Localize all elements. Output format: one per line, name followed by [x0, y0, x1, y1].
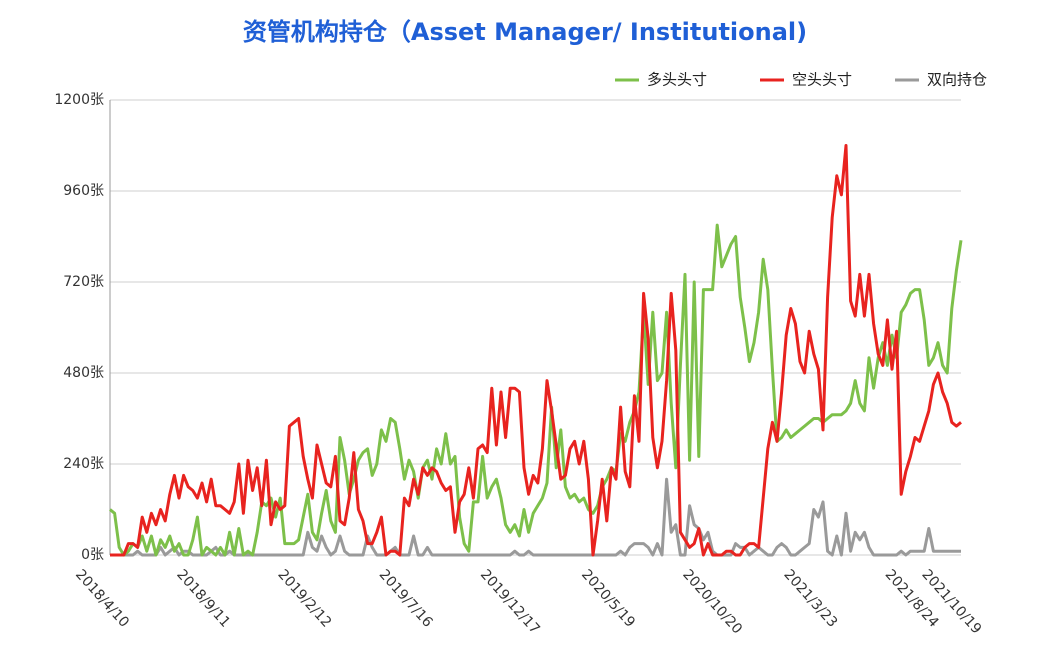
chart-title: 资管机构持仓（Asset Manager/ Institutional): [243, 18, 807, 46]
x-tick-label: 2018/4/10: [72, 567, 132, 631]
y-tick-label: 1200张: [54, 92, 104, 108]
legend-label: 空头头寸: [792, 71, 852, 89]
x-tick-label: 2019/12/17: [477, 567, 543, 638]
legend-label: 多头头寸: [647, 71, 707, 89]
x-tick-label: 2020/10/20: [679, 567, 745, 638]
x-tick-label: 2019/7/16: [376, 567, 436, 631]
x-tick-label: 2020/5/19: [578, 567, 638, 631]
y-tick-label: 480张: [63, 365, 104, 381]
x-tick-label: 2019/2/12: [274, 567, 334, 631]
y-tick-label: 960张: [63, 183, 104, 199]
legend-label: 双向持仓: [927, 71, 987, 89]
x-tick-label: 2021/3/23: [780, 567, 840, 631]
y-tick-label: 720张: [63, 274, 104, 290]
x-tick-label: 2018/9/11: [173, 567, 233, 631]
y-tick-label: 0张: [81, 547, 104, 563]
series-line: [109, 223, 963, 557]
y-tick-label: 240张: [63, 456, 104, 472]
series-line: [110, 144, 962, 557]
